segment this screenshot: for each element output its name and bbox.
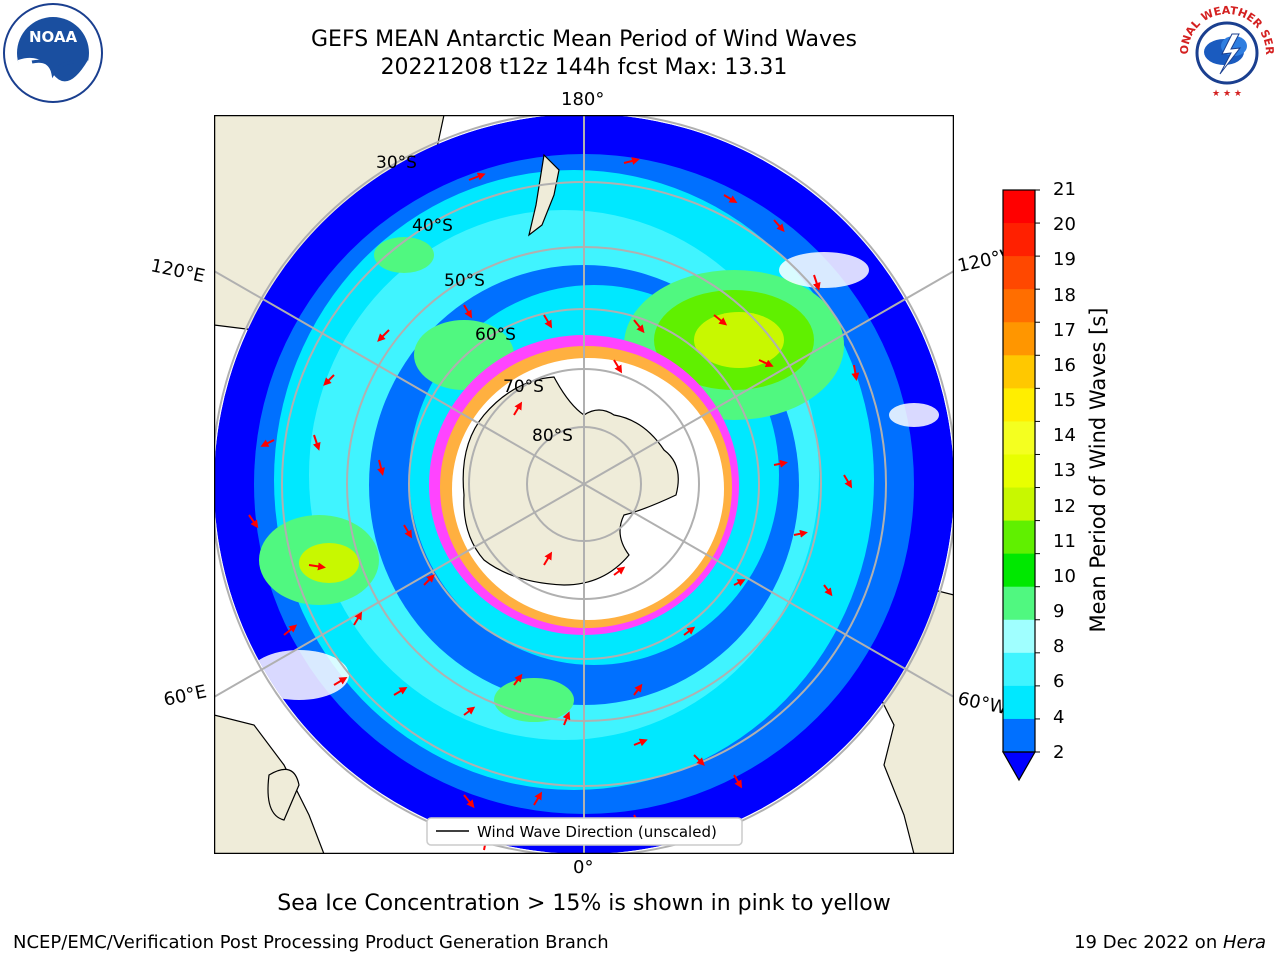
map-border [213,114,955,855]
lat-label-50s: 50°S [444,271,485,291]
colorbar-segment [1003,388,1035,422]
colorbar-segment [1003,553,1035,588]
colorbar-tick-13: 13 [1053,460,1076,481]
colorbar-segment [1003,289,1035,323]
colorbar-tick-17: 17 [1053,320,1076,341]
colorbar-tick-12: 12 [1053,496,1076,517]
landmass-new-zealand [528,153,560,237]
lat-label-70s: 70°S [503,377,544,397]
footer-date: 19 Dec 2022 on Hera [1074,932,1266,953]
colorbar-tick-21: 21 [1053,179,1076,200]
colorbar-frame [1002,189,1036,753]
footer-date-text: 19 Dec 2022 on [1074,932,1223,953]
lat-label-60s: 60°S [475,325,516,345]
sea-ice-note: Sea Ice Concentration > 15% is shown in … [277,891,891,916]
colorbar-tick-4: 4 [1053,707,1065,728]
colorbar-tick-10: 10 [1053,566,1076,587]
colorbar-svg [1001,189,1041,782]
colorbar-tick-18: 18 [1053,285,1076,306]
colorbar-under-triangle [1001,751,1037,782]
colorbar-segment [1003,718,1035,753]
footer-host: Hera [1222,932,1266,953]
colorbar-tick-19: 19 [1053,249,1076,270]
nws-logo-icon: NATIONAL WEATHER SERVICE ★ ★ ★ [1171,0,1278,104]
colorbar-segment [1003,586,1035,621]
colorbar-tick-11: 11 [1053,531,1076,552]
colorbar-segment [1003,520,1035,555]
lon-label-0: 0° [573,857,594,878]
colorbar-segment [1003,190,1035,224]
colorbar-segment [1003,454,1035,489]
colorbar-tick-15: 15 [1053,390,1076,411]
colorbar-segment [1003,619,1035,654]
colorbar-segment [1003,685,1035,720]
colorbar-segment [1003,652,1035,687]
colorbar-tick-2: 2 [1053,742,1065,763]
lon-label-120e: 120°E [148,255,207,288]
colorbar-segment [1003,487,1035,522]
colorbar [1000,186,1041,786]
lat-label-40s: 40°S [412,216,453,236]
lon-label-180: 180° [561,89,605,110]
lat-label-30s: 30°S [376,153,417,173]
lon-label-60e: 60°E [161,681,209,711]
colorbar-segment [1003,322,1035,356]
noaa-logo-text: NOAA [29,28,78,46]
polar-map: Wind Wave Direction (unscaled) 30°S 40°S… [211,111,957,857]
legend-label: Wind Wave Direction (unscaled) [477,823,717,841]
colorbar-tick-20: 20 [1053,214,1076,235]
svg-text:★ ★ ★: ★ ★ ★ [1212,89,1242,99]
colorbar-tick-8: 8 [1053,636,1065,657]
colorbar-segment [1003,421,1035,455]
noaa-logo-icon: NOAA [2,2,104,104]
chart-title: GEFS MEAN Antarctic Mean Period of Wind … [311,27,857,52]
colorbar-segment [1003,223,1035,257]
colorbar-segment [1003,355,1035,389]
chart-subtitle-forecast: 20221208 t12z 144h fcst Max: 13.31 [380,55,788,80]
footer-credit: NCEP/EMC/Verification Post Processing Pr… [13,932,609,953]
colorbar-segment [1003,256,1035,290]
colorbar-tick-9: 9 [1053,601,1065,622]
latitude-labels: 30°S 40°S 50°S 60°S 70°S 80°S [376,153,573,446]
landmass-madagascar [267,768,300,821]
colorbar-tick-14: 14 [1053,425,1076,446]
lat-label-80s: 80°S [532,426,573,446]
map-legend: Wind Wave Direction (unscaled) [426,817,743,846]
colorbar-tick-6: 6 [1053,671,1065,692]
polar-map-svg: Wind Wave Direction (unscaled) 30°S 40°S… [211,111,957,857]
colorbar-label: Mean Period of Wind Waves [s] [1086,307,1110,633]
colorbar-tick-16: 16 [1053,355,1076,376]
